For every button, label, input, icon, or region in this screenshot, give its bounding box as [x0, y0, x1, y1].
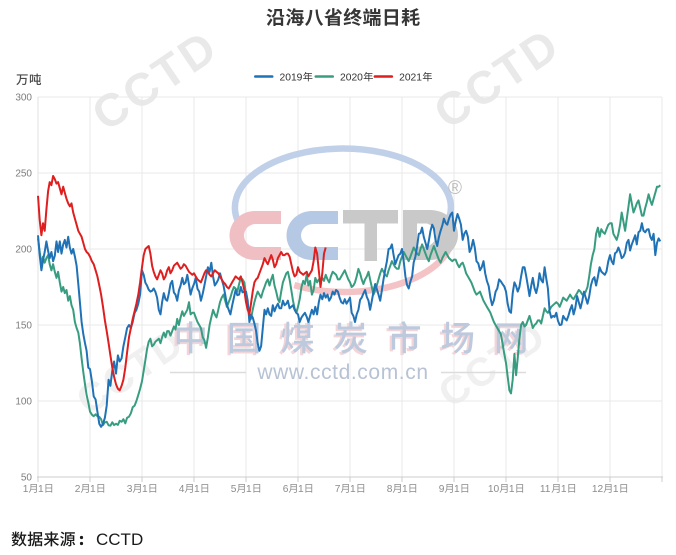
svg-text:www.cctd.com.cn: www.cctd.com.cn [256, 361, 428, 384]
svg-text:1: 1 [509, 484, 515, 495]
svg-text:5: 5 [231, 484, 237, 495]
svg-text:250: 250 [15, 169, 32, 180]
svg-text:®: ® [448, 178, 462, 199]
svg-text:CCTD: CCTD [96, 530, 143, 549]
svg-text:9: 9 [439, 484, 445, 495]
svg-text:1: 1 [402, 484, 408, 495]
svg-text:10: 10 [488, 484, 500, 495]
svg-text:2019: 2019 [280, 73, 303, 84]
svg-text:1: 1 [298, 484, 304, 495]
svg-text:1: 1 [350, 484, 356, 495]
svg-text:2: 2 [75, 484, 81, 495]
svg-text:2020: 2020 [340, 73, 363, 84]
svg-text:4: 4 [179, 484, 185, 495]
svg-text:6: 6 [283, 484, 289, 495]
svg-text:50: 50 [21, 473, 33, 484]
svg-text:1: 1 [142, 484, 148, 495]
svg-text:150: 150 [15, 321, 32, 332]
svg-text:2021: 2021 [399, 73, 422, 84]
svg-text:8: 8 [387, 484, 393, 495]
svg-text:1: 1 [454, 484, 460, 495]
svg-text:11: 11 [540, 484, 551, 495]
svg-text:1: 1 [561, 484, 567, 495]
svg-text:300: 300 [15, 93, 32, 104]
svg-text:1: 1 [90, 484, 96, 495]
svg-text:12: 12 [592, 484, 604, 495]
svg-text:1: 1 [194, 484, 200, 495]
svg-text:200: 200 [15, 245, 32, 256]
svg-text:1: 1 [246, 484, 252, 495]
svg-text:1: 1 [23, 484, 29, 495]
svg-text:7: 7 [335, 484, 341, 495]
svg-text:100: 100 [15, 397, 32, 408]
svg-text:1: 1 [38, 484, 44, 495]
svg-text:1: 1 [613, 484, 619, 495]
svg-text:3: 3 [127, 484, 133, 495]
